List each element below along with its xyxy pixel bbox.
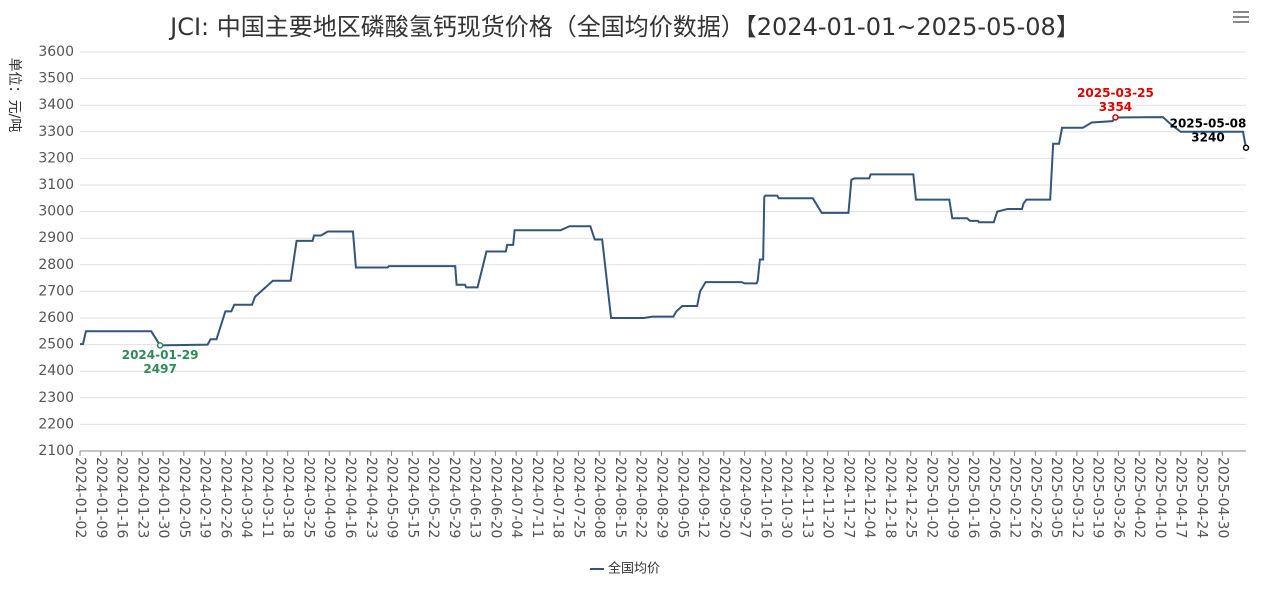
- x-tick-label: 2024-08-15: [612, 457, 628, 538]
- x-tick-label: 2025-02-12: [1007, 457, 1023, 538]
- y-tick-label: 2800: [38, 257, 74, 273]
- x-tick-label: 2025-03-12: [1069, 457, 1085, 538]
- x-tick-label: 2024-09-27: [737, 457, 753, 538]
- x-tick-label: 2024-07-04: [508, 457, 524, 538]
- y-tick-label: 3600: [38, 44, 74, 60]
- annotation-date: 2025-05-08: [1170, 116, 1247, 130]
- menu-icon[interactable]: [1233, 11, 1249, 23]
- x-tick-label: 2024-01-16: [114, 457, 130, 538]
- annotation-value: 3240: [1191, 130, 1224, 144]
- annotation-date: 2025-03-25: [1077, 86, 1154, 100]
- y-axis-label: 单位：元/吨: [6, 58, 22, 133]
- x-tick-label: 2024-11-13: [799, 457, 815, 538]
- x-tick-label: 2024-09-12: [695, 457, 711, 538]
- x-tick-label: 2024-04-16: [342, 457, 358, 538]
- x-tick-label: 2024-12-18: [882, 457, 898, 538]
- y-tick-label: 2200: [38, 416, 74, 432]
- chart-title: JCI: 中国主要地区磷酸氢钙现货价格（全国均价数据）【2024-01-01~2…: [168, 13, 1080, 41]
- y-tick-label: 3200: [38, 150, 74, 166]
- y-tick-label: 2700: [38, 283, 74, 299]
- x-tick-label: 2024-04-23: [363, 457, 379, 538]
- x-tick-label: 2024-12-25: [903, 457, 919, 538]
- annotation-point: [1112, 114, 1119, 121]
- x-tick-label: 2024-06-13: [467, 457, 483, 538]
- x-tick-label: 2024-04-09: [321, 457, 337, 538]
- x-tick-label: 2025-03-05: [1048, 457, 1064, 538]
- y-tick-label: 2100: [38, 443, 74, 459]
- y-tick-label: 2400: [38, 363, 74, 379]
- y-tick-label: 2500: [38, 337, 74, 353]
- x-tick-label: 2025-04-17: [1173, 457, 1189, 538]
- x-tick-label: 2024-01-23: [134, 457, 150, 538]
- y-tick-label: 2600: [38, 310, 74, 326]
- x-tick-label: 2024-05-22: [425, 457, 441, 538]
- x-tick-label: 2025-03-19: [1090, 457, 1106, 538]
- x-tick-label: 2025-02-06: [986, 457, 1002, 538]
- x-tick-label: 2024-01-02: [72, 457, 88, 538]
- y-tick-label: 2900: [38, 230, 74, 246]
- x-tick-label: 2025-02-26: [1027, 457, 1043, 538]
- x-tick-label: 2024-08-22: [633, 457, 649, 538]
- x-tick-label: 2024-03-18: [280, 457, 296, 538]
- x-tick-label: 2024-10-16: [757, 457, 773, 538]
- x-tick-label: 2024-02-26: [217, 457, 233, 538]
- x-tick-label: 2024-09-05: [674, 457, 690, 538]
- x-tick-label: 2024-07-25: [570, 457, 586, 538]
- annotation-value: 3354: [1099, 100, 1132, 114]
- x-tick-label: 2024-05-09: [384, 457, 400, 538]
- annotation-date: 2024-01-29: [122, 348, 199, 362]
- y-tick-label: 3100: [38, 177, 74, 193]
- x-tick-label: 2025-01-16: [965, 457, 981, 538]
- x-tick-label: 2025-01-09: [944, 457, 960, 538]
- x-tick-label: 2025-01-02: [924, 457, 940, 538]
- x-tick-label: 2025-04-02: [1131, 457, 1147, 538]
- x-tick-label: 2024-07-18: [550, 457, 566, 538]
- x-tick-label: 2024-06-20: [487, 457, 503, 538]
- annotation-point: [1242, 144, 1250, 152]
- x-tick-label: 2024-01-30: [155, 457, 171, 538]
- x-tick-label: 2024-01-09: [93, 457, 109, 538]
- x-tick-label: 2024-07-11: [529, 457, 545, 538]
- y-tick-label: 3400: [38, 97, 74, 113]
- y-tick-label: 3300: [38, 124, 74, 140]
- x-tick-label: 2025-03-26: [1110, 457, 1126, 538]
- x-tick-label: 2024-03-11: [259, 457, 275, 538]
- x-tick-label: 2025-04-30: [1214, 457, 1230, 538]
- y-tick-label: 2300: [38, 390, 74, 406]
- x-tick-label: 2025-04-10: [1152, 457, 1168, 538]
- y-tick-label: 3000: [38, 204, 74, 220]
- x-tick-label: 2024-08-29: [654, 457, 670, 538]
- x-tick-label: 2024-02-05: [176, 457, 192, 538]
- x-tick-label: 2024-11-27: [840, 457, 856, 538]
- x-tick-label: 2024-12-04: [861, 457, 877, 538]
- y-tick-label: 3500: [38, 71, 74, 87]
- x-tick-label: 2024-05-29: [446, 457, 462, 538]
- x-tick-label: 2024-05-15: [404, 457, 420, 538]
- x-tick-label: 2024-02-19: [197, 457, 213, 538]
- annotation-point: [156, 342, 164, 349]
- x-tick-label: 2025-04-24: [1193, 457, 1209, 538]
- series-line: [80, 116, 1247, 347]
- x-tick-label: 2024-10-30: [778, 457, 794, 538]
- x-tick-label: 2024-09-20: [716, 457, 732, 538]
- legend-label: 全国均价: [608, 561, 660, 577]
- x-tick-label: 2024-03-25: [300, 457, 316, 538]
- annotation-value: 2497: [143, 362, 176, 376]
- x-tick-label: 2024-11-20: [820, 457, 836, 538]
- x-tick-label: 2024-08-08: [591, 457, 607, 538]
- x-tick-label: 2024-03-04: [238, 457, 254, 538]
